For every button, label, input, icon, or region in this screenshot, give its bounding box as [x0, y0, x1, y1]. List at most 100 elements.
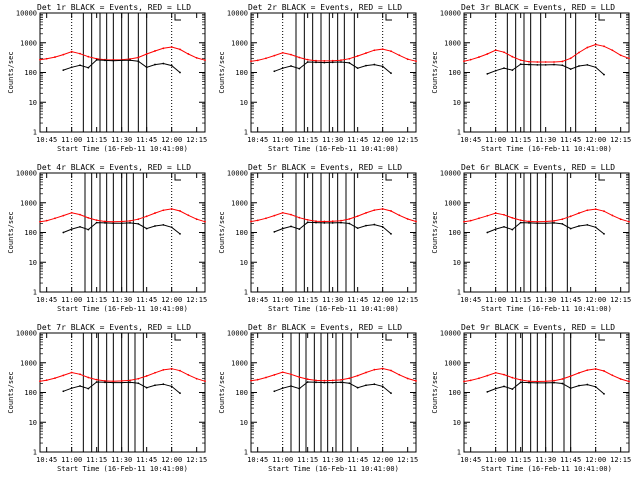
events-point [170, 385, 173, 388]
lld-point [204, 380, 206, 383]
x-tick-label: 10:45 [460, 136, 481, 144]
lld-point [478, 56, 480, 58]
events-point [95, 59, 98, 61]
lld-point [381, 208, 384, 210]
y-tick-label: 10000 [440, 330, 461, 338]
y-tick-label: 10 [240, 99, 248, 107]
y-tick-label: 1000 [20, 39, 37, 47]
x-tick-label: 10:45 [36, 296, 57, 304]
lld-point [594, 368, 597, 370]
x-tick-label: 11:00 [485, 136, 506, 144]
events-point [120, 381, 123, 384]
x-tick-label: 12:00 [161, 136, 182, 144]
y-tick-label: 100 [24, 229, 37, 237]
y-tick-label: 1000 [20, 359, 37, 367]
lld-point [331, 220, 334, 223]
y-tick-label: 1 [457, 449, 461, 457]
x-tick-label: 11:45 [347, 136, 368, 144]
chart-title: Det 6r BLACK = Events, RED = LLD [461, 163, 615, 172]
events-point [315, 61, 317, 64]
chart-panel: Det 1r BLACK = Events, RED = LLD 1 10 100 10… [7, 3, 207, 153]
lld-point [256, 59, 259, 62]
lld-point [611, 49, 614, 52]
lld-point [298, 216, 301, 219]
events-point [553, 222, 555, 224]
lld-point [594, 43, 597, 46]
events-point [348, 382, 351, 385]
chart-title: Det 5r BLACK = Events, RED = LLD [248, 163, 402, 172]
x-axis-label: Start Time (16-Feb-11 10:41:00) [481, 465, 612, 473]
y-axis-label: Counts/sec [218, 371, 226, 413]
lld-point [390, 50, 392, 53]
lld-point [356, 55, 359, 57]
events-point [340, 61, 342, 63]
lld-point [256, 219, 259, 222]
chart-panel: Det 2r BLACK = Events, RED = LLD 1 10 100 10… [218, 3, 418, 153]
lld-point [323, 60, 326, 62]
lld-point [398, 54, 401, 57]
lld-point [578, 51, 580, 54]
events-point [486, 390, 489, 393]
lld-point [594, 208, 597, 211]
events-point [154, 63, 156, 66]
lld-point [348, 377, 351, 380]
events-point [348, 62, 351, 64]
lld-point [611, 214, 614, 217]
lld-point [494, 371, 497, 374]
chart-title: Det 8r BLACK = Events, RED = LLD [248, 323, 402, 332]
events-point [603, 232, 605, 235]
x-axis-label: Start Time (16-Feb-11 10:41:00) [481, 305, 612, 313]
events-point [95, 221, 98, 224]
events-point [154, 384, 156, 387]
lld-point [195, 218, 198, 221]
corner-marker [174, 14, 181, 21]
lld-point [250, 60, 252, 63]
lld-point [511, 216, 514, 219]
lld-point [195, 56, 198, 59]
x-tick-label: 11:45 [136, 136, 157, 144]
chart-panel: Det 7r BLACK = Events, RED = LLD 1 10 100 10… [7, 323, 207, 473]
x-tick-label: 11:30 [111, 136, 132, 144]
events-point [112, 222, 115, 225]
events-point [381, 385, 384, 388]
lld-point [348, 218, 351, 220]
lld-point [586, 46, 589, 49]
y-tick-label: 1 [457, 129, 461, 137]
x-tick-label: 10:45 [247, 296, 268, 304]
x-axis-label: Start Time (16-Feb-11 10:41:00) [268, 465, 399, 473]
chart-panel: Det 6r BLACK = Events, RED = LLD 1 10 100 10… [431, 163, 631, 313]
events-point [179, 392, 181, 395]
lld-point [204, 220, 206, 223]
lld-point [315, 59, 317, 62]
lld-point [628, 380, 630, 383]
events-point [162, 224, 165, 226]
x-axis-label: Start Time (16-Feb-11 10:41:00) [268, 145, 399, 153]
y-axis-label: Counts/sec [7, 371, 15, 413]
lld-point [463, 380, 465, 383]
lld-point [569, 375, 572, 378]
y-tick-label: 10 [29, 99, 37, 107]
lld-point [79, 52, 81, 55]
lld-point [331, 59, 334, 62]
events-point [87, 387, 90, 390]
lld-point [494, 49, 497, 52]
x-tick-label: 11:00 [272, 136, 293, 144]
lld-point [619, 54, 622, 57]
events-point [586, 224, 589, 226]
y-tick-label: 10000 [16, 330, 37, 338]
lld-point [528, 60, 530, 63]
lld-point [70, 50, 73, 53]
lld-point [70, 211, 73, 214]
events-point [129, 59, 131, 62]
lld-point [381, 48, 384, 51]
lld-point [45, 57, 48, 60]
x-tick-label: 11:30 [322, 456, 343, 464]
y-tick-label: 1 [244, 129, 248, 137]
x-axis-label: Start Time (16-Feb-11 10:41:00) [57, 305, 188, 313]
lld-point [87, 376, 90, 379]
events-point [315, 381, 317, 384]
events-point [315, 221, 317, 224]
x-tick-label: 11:00 [272, 456, 293, 464]
events-point [578, 225, 580, 227]
lld-point [586, 209, 589, 212]
